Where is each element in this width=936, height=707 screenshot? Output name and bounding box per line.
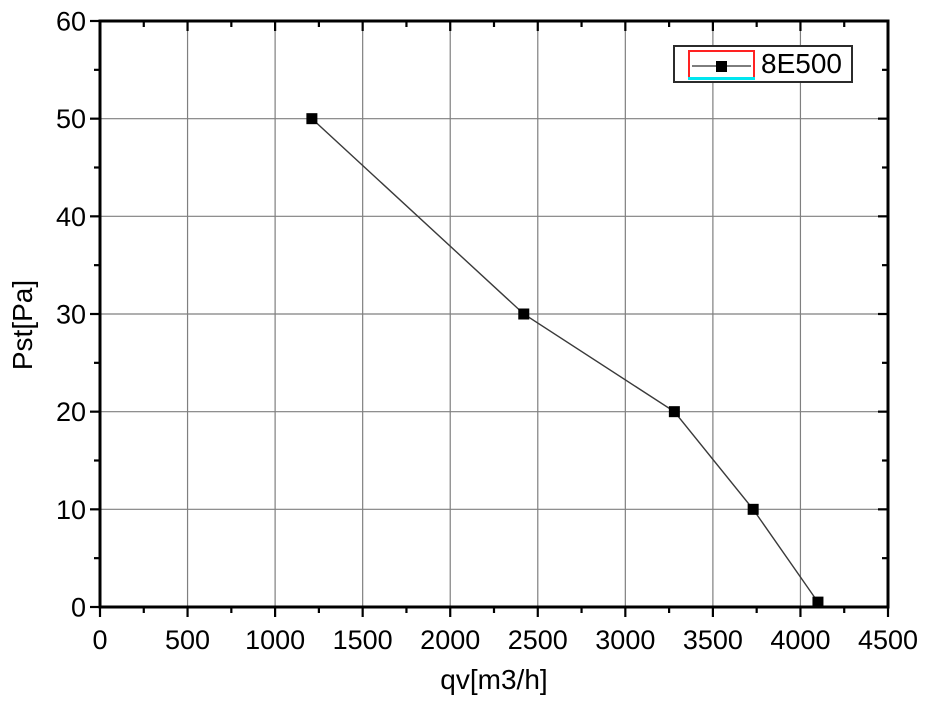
x-tick-label-4000: 4000 bbox=[770, 625, 830, 655]
y-tick-label-40: 40 bbox=[56, 202, 86, 232]
legend-marker-sample bbox=[716, 61, 727, 72]
data-point-8E500-2 bbox=[668, 406, 680, 418]
y-tick-label-0: 0 bbox=[71, 593, 86, 623]
x-tick-label-4500: 4500 bbox=[858, 625, 918, 655]
x-tick-label-1500: 1500 bbox=[333, 625, 393, 655]
legend-selection-underline bbox=[688, 77, 755, 80]
data-point-8E500-1 bbox=[518, 308, 530, 320]
y-tick-label-10: 10 bbox=[56, 495, 86, 525]
y-tick-label-30: 30 bbox=[56, 300, 86, 330]
x-tick-label-2500: 2500 bbox=[508, 625, 568, 655]
data-point-8E500-4 bbox=[812, 596, 824, 608]
legend[interactable]: 8E500 bbox=[673, 45, 853, 83]
x-tick-label-3500: 3500 bbox=[683, 625, 743, 655]
y-axis-title: Pst[Pa] bbox=[7, 279, 38, 371]
x-tick-label-0: 0 bbox=[92, 625, 107, 655]
y-tick-label-60: 60 bbox=[56, 7, 86, 37]
x-axis-title: qv[m3/h] bbox=[440, 664, 548, 695]
series-line-8E500 bbox=[311, 118, 819, 603]
x-tick-label-2000: 2000 bbox=[420, 625, 480, 655]
data-point-8E500-0 bbox=[306, 113, 318, 125]
x-tick-label-3000: 3000 bbox=[595, 625, 655, 655]
y-tick-label-20: 20 bbox=[56, 397, 86, 427]
y-tick-label-50: 50 bbox=[56, 104, 86, 134]
data-point-8E500-3 bbox=[747, 503, 759, 515]
x-tick-label-1000: 1000 bbox=[245, 625, 305, 655]
legend-label: 8E500 bbox=[761, 48, 842, 79]
x-tick-label-500: 500 bbox=[165, 625, 210, 655]
